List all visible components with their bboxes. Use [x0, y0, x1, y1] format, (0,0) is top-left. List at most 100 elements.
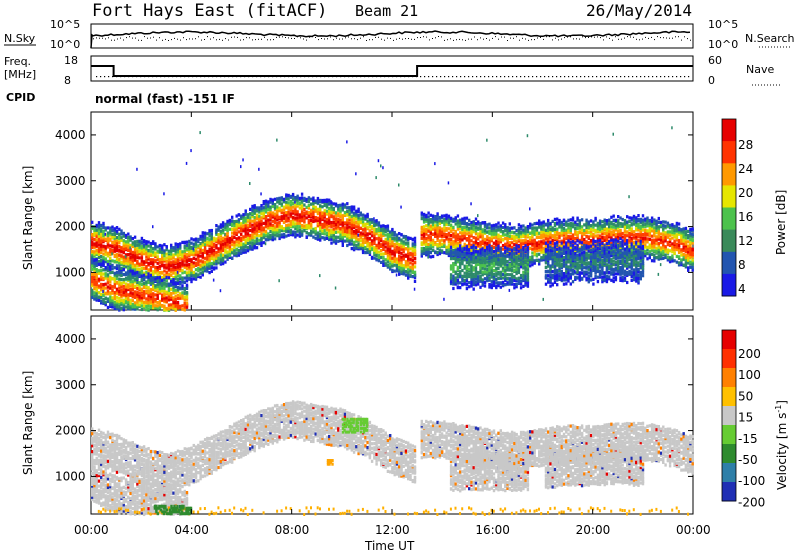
power-cell — [109, 265, 112, 269]
power-cell — [438, 216, 442, 220]
power-cell — [490, 228, 493, 232]
power-cell — [319, 207, 322, 211]
power-cell — [136, 267, 139, 272]
power-cell — [370, 242, 374, 246]
power-cell — [140, 244, 144, 248]
power-cell — [118, 264, 121, 268]
power-cell — [438, 248, 442, 252]
power-cell — [449, 282, 453, 286]
power-cell — [235, 231, 238, 235]
nsearch-point — [687, 38, 688, 40]
power-cell — [271, 201, 274, 205]
power-cell — [253, 244, 256, 248]
power-cell — [323, 232, 326, 236]
power-cell — [454, 248, 457, 252]
power-cell — [255, 226, 259, 230]
power-cell — [111, 270, 114, 274]
power-cell — [185, 279, 189, 283]
power-cell — [113, 282, 116, 286]
power-cell — [163, 278, 166, 282]
power-cell — [100, 296, 103, 300]
nave-point — [316, 76, 318, 78]
power-cell — [215, 262, 218, 266]
power-cell — [445, 226, 448, 231]
power-cell — [97, 298, 101, 302]
power-cell — [197, 246, 200, 250]
power-cell — [386, 263, 390, 268]
power-cell — [472, 230, 475, 234]
power-cell — [258, 234, 261, 238]
power-cell — [495, 258, 498, 262]
power-cell — [165, 252, 168, 256]
power-cell — [172, 260, 175, 264]
nave-point — [684, 76, 686, 78]
power-cell — [517, 249, 521, 253]
power-cell — [501, 258, 505, 262]
nave-point — [596, 76, 598, 78]
power-cell — [251, 233, 254, 237]
power-cell — [429, 244, 432, 248]
nsearch-point — [591, 36, 592, 38]
power-cell — [201, 255, 204, 259]
power-cell — [465, 264, 469, 268]
power-cell — [454, 241, 457, 245]
power-cell — [206, 267, 209, 271]
power-cell — [142, 294, 146, 298]
nave-point — [272, 76, 274, 78]
power-cell — [109, 252, 112, 257]
power-cell — [490, 260, 493, 264]
power-cell — [449, 245, 453, 249]
nave-point — [604, 76, 606, 78]
power-cell — [219, 250, 223, 254]
power-cell — [474, 268, 478, 272]
power-cell — [197, 237, 200, 241]
nave-point — [552, 76, 554, 78]
power-cell — [133, 307, 137, 311]
power-cell — [312, 227, 315, 231]
power-cell — [510, 253, 514, 257]
nsearch-point — [474, 36, 475, 38]
power-cell — [228, 253, 232, 258]
power-cell — [140, 304, 144, 308]
power-cell — [181, 293, 184, 298]
nave-point — [260, 76, 262, 78]
power-cell — [282, 200, 286, 204]
power-cell — [316, 216, 320, 220]
nave-point — [224, 76, 226, 78]
power-cell — [127, 253, 130, 257]
power-cell — [246, 236, 250, 241]
power-cell — [461, 231, 464, 235]
power-cell — [490, 250, 493, 254]
power-cell — [156, 255, 159, 259]
power-cell — [122, 278, 125, 282]
power-cell — [124, 273, 128, 277]
power-cell — [154, 242, 157, 246]
power-cell — [282, 205, 286, 209]
power-cell — [296, 229, 299, 233]
power-cell — [113, 293, 116, 298]
power-cell — [533, 229, 536, 234]
power-cell — [289, 219, 293, 223]
power-cell — [197, 256, 200, 261]
power-cell — [233, 249, 236, 253]
power-cell — [463, 282, 466, 286]
power-cell — [492, 258, 496, 262]
power-cell — [226, 237, 229, 241]
power-cell — [104, 257, 107, 261]
nsearch-point — [279, 36, 280, 38]
power-cell — [398, 262, 401, 266]
power-cell — [100, 227, 103, 231]
power-cell — [129, 276, 132, 280]
power-cell — [533, 232, 536, 236]
power-cell — [499, 285, 502, 289]
power-cell — [481, 263, 484, 268]
power-cell — [131, 241, 134, 245]
power-cell — [176, 302, 180, 307]
power-cell — [167, 282, 171, 286]
power-cell — [170, 279, 173, 283]
power-cell — [495, 223, 498, 227]
power-cell — [499, 276, 502, 280]
power-cell — [355, 228, 358, 233]
power-cell — [398, 269, 401, 273]
power-cell — [499, 259, 502, 263]
